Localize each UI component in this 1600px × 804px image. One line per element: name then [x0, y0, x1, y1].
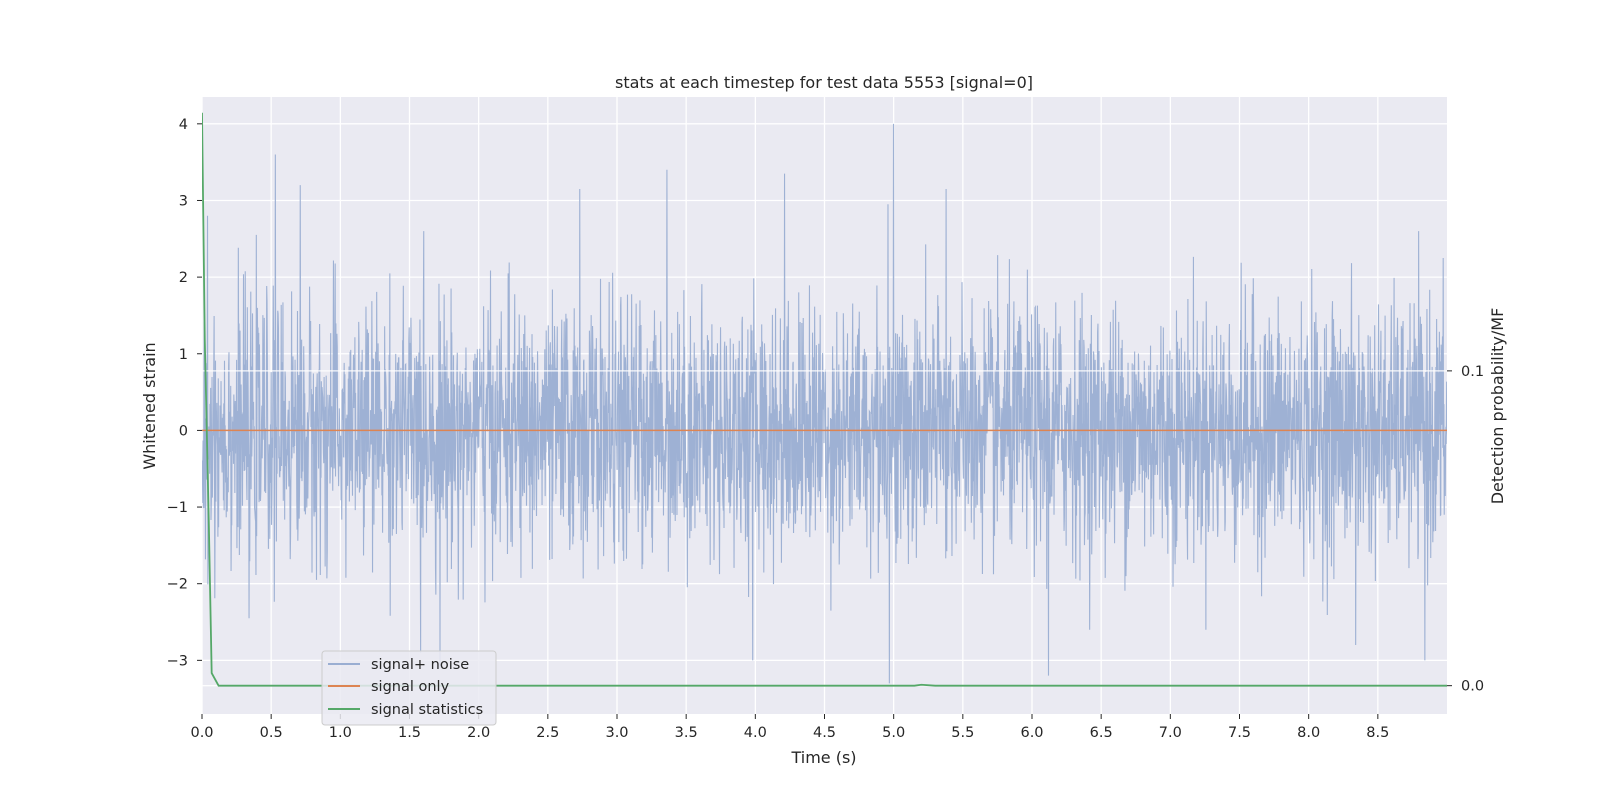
series-signal-statistics-line	[202, 112, 1447, 687]
statistics-layer	[202, 112, 1447, 687]
series-signal-noise-line	[202, 123, 1447, 684]
x-tick-label: 5.0	[882, 725, 905, 741]
y-tick-label: −3	[167, 653, 188, 669]
y-tick-label: 1	[179, 347, 188, 363]
x-tick-label: 2.0	[467, 725, 490, 741]
legend-box	[321, 650, 497, 726]
chart-title: stats at each timestep for test data 555…	[615, 73, 1033, 92]
y-right-tick-label: 0.0	[1461, 679, 1484, 695]
x-tick-label: 6.5	[1090, 725, 1113, 741]
y-tick-label: 4	[179, 117, 188, 133]
legend-label-signal-only: signal only	[371, 679, 450, 695]
x-axis: 0.0 0.5 1.0 1.5 2.0 2.5 3.0 3.5 4.0 4.5 5.0 5.5 6.0 6…	[190, 714, 1389, 741]
x-tick-label: 7.5	[1228, 725, 1251, 741]
y-tick-label: 0	[179, 423, 188, 439]
x-tick-label: 8.0	[1297, 725, 1320, 741]
x-tick-label: 4.0	[744, 725, 767, 741]
x-tick-label: 6.0	[1020, 725, 1043, 741]
x-axis-label: Time (s)	[790, 748, 856, 767]
y-tick-label: −1	[167, 500, 188, 516]
x-tick-label: 4.5	[813, 725, 836, 741]
y-tick-label: 3	[179, 193, 188, 209]
y-axis-label: Whitened strain	[140, 342, 159, 469]
y-right-tick-label: 0.1	[1461, 364, 1484, 380]
y-axis-label-right: Detection probability/MF	[1488, 308, 1507, 505]
x-tick-label: 0.5	[260, 725, 283, 741]
x-tick-label: 0.0	[190, 725, 213, 741]
y-tick-label: 2	[179, 270, 188, 286]
y-axis-right: 0.0 0.1	[1447, 364, 1484, 695]
x-tick-label: 3.0	[605, 725, 628, 741]
plot-area	[202, 123, 1447, 684]
legend-label-signal-statistics: signal statistics	[371, 702, 483, 718]
legend: signal+ noise signal only signal statist…	[321, 650, 497, 726]
y-axis-left: −3 −2 −1 0 1 2 3 4	[167, 117, 202, 669]
x-tick-label: 1.5	[398, 725, 421, 741]
x-tick-label: 2.5	[536, 725, 559, 741]
x-tick-label: 8.5	[1366, 725, 1389, 741]
series-layer	[202, 123, 1447, 684]
y-tick-label: −2	[167, 577, 188, 593]
x-tick-label: 7.0	[1159, 725, 1182, 741]
x-tick-label: 3.5	[675, 725, 698, 741]
x-tick-label: 1.0	[329, 725, 352, 741]
legend-label-signal-noise: signal+ noise	[371, 657, 469, 673]
x-tick-label: 5.5	[951, 725, 974, 741]
